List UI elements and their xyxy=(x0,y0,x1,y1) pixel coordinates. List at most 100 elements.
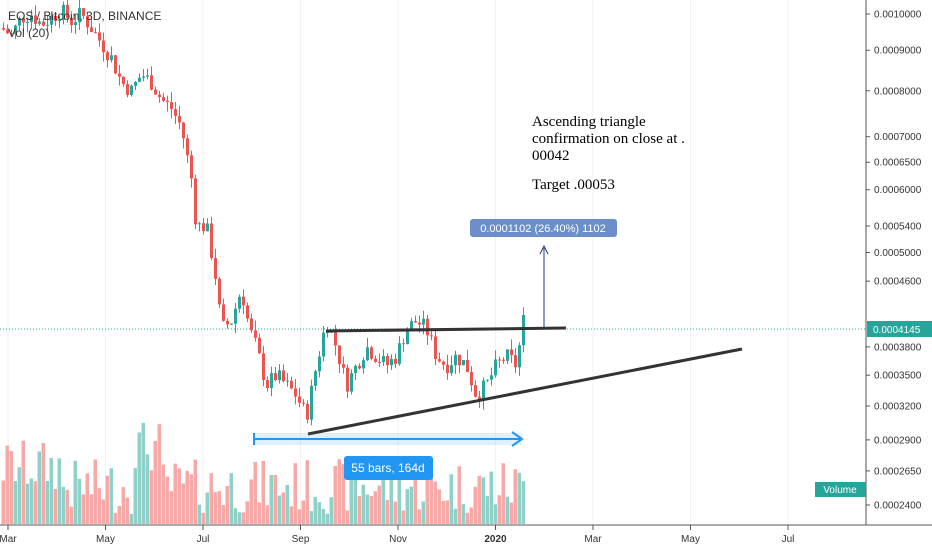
volume-bar xyxy=(185,470,189,524)
volume-bar xyxy=(505,496,509,524)
candle-body xyxy=(86,15,89,28)
volume-bar xyxy=(481,477,485,524)
volume-bar xyxy=(213,492,217,524)
volume-bar xyxy=(513,469,517,524)
candle-body xyxy=(254,330,257,338)
volume-bar xyxy=(61,486,65,524)
candle-body xyxy=(374,358,377,362)
candle-body xyxy=(362,360,365,369)
candle-body xyxy=(358,365,361,369)
candle-body xyxy=(62,4,65,20)
candle-body xyxy=(498,359,501,361)
volume-bar xyxy=(193,459,197,524)
candle-body xyxy=(458,354,461,366)
volume-bar xyxy=(269,475,273,524)
volume-bar xyxy=(473,486,477,524)
y-tick-label: 0.0006500 xyxy=(874,158,922,169)
volume-bar xyxy=(97,488,101,524)
price-axis[interactable]: 0.0010000 0.0009000 0.0008000 0.0007000 0.00… xyxy=(866,10,922,512)
volume-bar xyxy=(425,476,429,524)
x-tick-label: Nov xyxy=(389,534,407,545)
candle-body xyxy=(234,308,237,324)
volume-bar xyxy=(65,489,69,524)
candle-body xyxy=(390,358,393,366)
chart-title: EOS / Bitcoin, 3D, BINANCE xyxy=(8,9,161,23)
candle-body xyxy=(186,138,189,156)
volume-label: Volume xyxy=(823,485,857,496)
volume-bar xyxy=(221,505,225,524)
x-tick-label: Jul xyxy=(197,534,210,545)
candle-body xyxy=(386,356,389,366)
x-tick-label: Mar xyxy=(584,534,602,545)
measure-badge[interactable]: 0.0001102 (26.40%) 1102 xyxy=(470,219,617,237)
volume-bar xyxy=(45,481,49,524)
candle-body xyxy=(462,360,465,366)
volume-bar xyxy=(485,496,489,524)
indicator-label: Vol (20) xyxy=(8,26,49,40)
candle-body xyxy=(334,331,337,346)
candlesticks xyxy=(2,0,525,426)
target-arrow-head xyxy=(539,244,549,255)
candle-body xyxy=(518,345,521,368)
candle-body xyxy=(150,75,153,90)
bars-badge[interactable]: 55 bars, 164d xyxy=(344,456,433,480)
volume-bar xyxy=(429,470,433,524)
candle-body xyxy=(130,85,133,95)
volume-bar xyxy=(469,507,473,524)
volume-bar xyxy=(365,494,369,524)
volume-bar xyxy=(165,476,169,524)
analysis-note[interactable]: Ascending triangle confirmation on close… xyxy=(532,114,685,193)
candle-body xyxy=(206,223,209,232)
resistance-line[interactable] xyxy=(325,326,567,333)
candle-body xyxy=(262,353,265,381)
volume-bar xyxy=(109,468,113,524)
candle-body xyxy=(170,102,173,110)
volume-bar xyxy=(157,424,161,524)
candle-body xyxy=(486,379,489,381)
support-trendline[interactable] xyxy=(307,347,743,436)
volume-bar xyxy=(305,460,309,524)
candle-body xyxy=(242,296,245,306)
y-tick-label: 0.0002650 xyxy=(874,466,922,477)
volume-bar xyxy=(349,461,353,524)
volume-bar xyxy=(341,463,345,524)
volume-bar xyxy=(13,481,17,524)
volume-bar xyxy=(397,473,401,524)
volume-bar xyxy=(417,509,421,524)
x-tick-label: 2020 xyxy=(484,534,507,545)
candle-body xyxy=(70,17,73,26)
volume-bar xyxy=(333,465,337,524)
volume-bar xyxy=(337,459,341,524)
candle-body xyxy=(2,28,5,30)
candle-body xyxy=(514,355,517,368)
time-axis[interactable]: Mar May Jul Sep Nov 2020 Mar May Jul xyxy=(0,525,794,545)
candle-body xyxy=(414,321,417,323)
volume-bar xyxy=(149,470,153,524)
candle-body xyxy=(146,75,149,77)
measure-badge-text: 0.0001102 (26.40%) 1102 xyxy=(480,223,606,235)
candle-body xyxy=(302,402,305,404)
bars-badge-text: 55 bars, 164d xyxy=(351,461,424,475)
volume-bar xyxy=(5,445,9,524)
candle-body xyxy=(174,109,177,116)
volume-bar xyxy=(153,440,157,524)
volume-bar xyxy=(145,454,149,524)
candle-body xyxy=(442,361,445,365)
volume-bar xyxy=(197,504,201,524)
volume-bar xyxy=(129,513,133,524)
volume-bar xyxy=(9,451,13,524)
candle-body xyxy=(370,347,373,359)
candle-body xyxy=(366,347,369,361)
volume-bar xyxy=(317,502,321,524)
candle-body xyxy=(298,396,301,403)
candle-body xyxy=(250,318,253,331)
candle-body xyxy=(154,89,157,95)
candle-body xyxy=(466,360,469,373)
y-tick-label: 0.0003800 xyxy=(874,342,922,353)
volume-bar xyxy=(89,494,93,524)
candle-body xyxy=(378,361,381,363)
volume-bar xyxy=(393,501,397,524)
candle-body xyxy=(226,320,229,325)
volume-bar xyxy=(249,479,253,524)
